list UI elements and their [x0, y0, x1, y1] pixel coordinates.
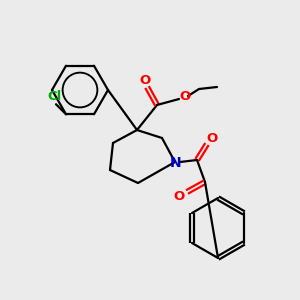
Text: O: O — [173, 190, 184, 203]
Text: N: N — [170, 156, 182, 170]
Text: O: O — [140, 74, 151, 86]
Text: Cl: Cl — [47, 90, 61, 103]
Text: O: O — [206, 133, 218, 146]
Text: O: O — [179, 91, 191, 103]
